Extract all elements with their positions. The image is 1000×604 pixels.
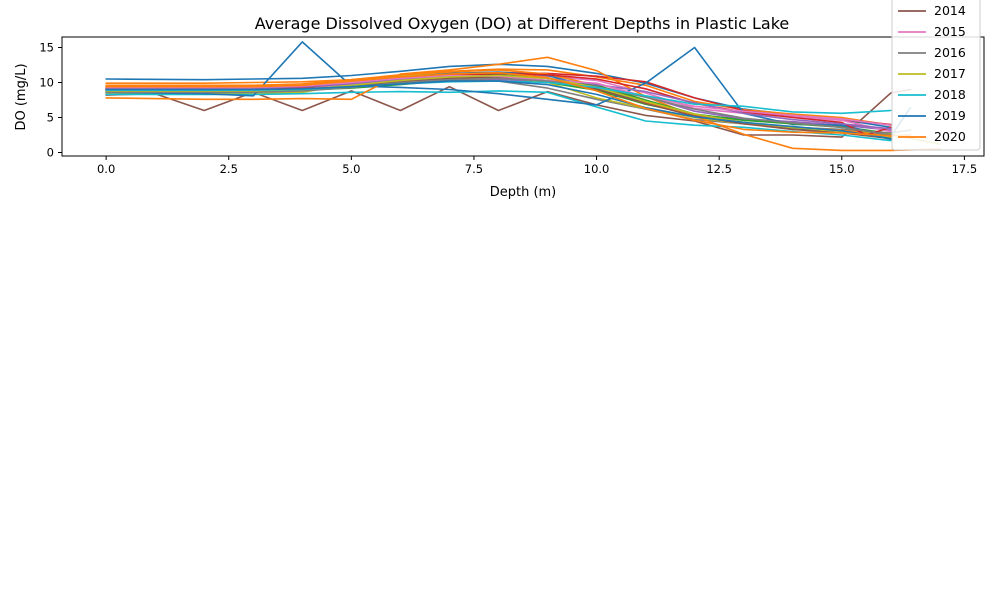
legend-label: 2018 — [934, 87, 966, 102]
y-tick-label: 0 — [47, 146, 54, 160]
series-line-12 — [105, 56, 941, 152]
x-axis-label: Depth (m) — [490, 185, 557, 200]
x-tick-label: 15.0 — [829, 162, 855, 176]
y-tick-label: 10 — [39, 76, 54, 90]
legend-box — [891, 0, 981, 151]
y-tick-label: 5 — [47, 111, 54, 125]
x-tick-label: 7.5 — [465, 162, 483, 176]
legend: 2014 2015 2016 2017 2018 2019 2020 — [891, 0, 981, 151]
x-tick-label: 17.5 — [952, 162, 978, 176]
series-line-16 — [105, 72, 892, 136]
x-tick-label: 0.0 — [97, 162, 115, 176]
y-axis: 0 5 10 15 — [39, 41, 62, 160]
series-line-24 — [105, 71, 912, 137]
legend-label: 2015 — [934, 24, 966, 39]
series-layer — [105, 41, 941, 152]
y-axis-label: DO (mg/L) — [14, 63, 29, 130]
x-tick-label: 12.5 — [706, 162, 732, 176]
x-tick-label: 2.5 — [220, 162, 238, 176]
plot-frame — [61, 36, 985, 157]
legend-label: 2020 — [934, 129, 966, 144]
x-tick-label: 5.0 — [342, 162, 360, 176]
chart-title: Average Dissolved Oxygen (DO) at Differe… — [255, 14, 790, 33]
legend-label: 2014 — [934, 3, 966, 18]
legend-label: 2016 — [934, 45, 966, 60]
series-line-23 — [105, 80, 892, 140]
x-axis: 0.0 2.5 5.0 7.5 10.0 12.5 15.0 17.5 — [97, 156, 977, 176]
y-tick-label: 15 — [39, 41, 54, 55]
series-line-2 — [105, 68, 892, 126]
series-line-10 — [105, 90, 892, 142]
x-tick-label: 10.0 — [584, 162, 610, 176]
series-line-20 — [105, 77, 892, 136]
legend-label: 2017 — [934, 66, 966, 81]
legend-label: 2019 — [934, 108, 966, 123]
